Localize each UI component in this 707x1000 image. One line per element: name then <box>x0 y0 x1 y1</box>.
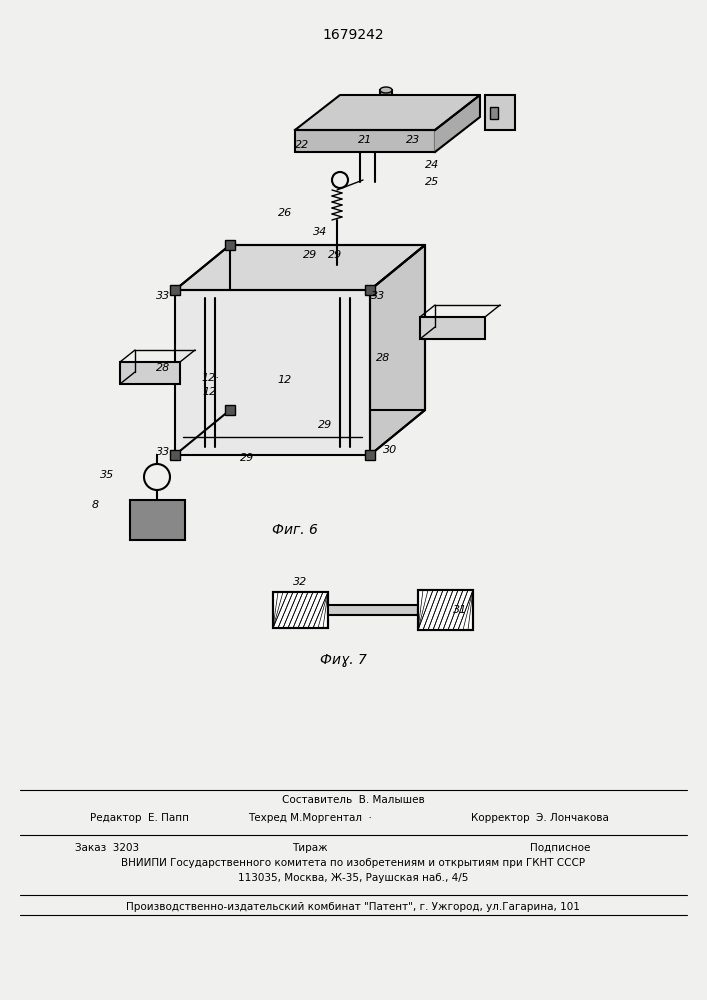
Text: 1679242: 1679242 <box>322 28 384 42</box>
Bar <box>365 450 375 460</box>
Text: 8: 8 <box>91 500 98 510</box>
Polygon shape <box>435 95 480 152</box>
Text: Фиг. 6: Фиг. 6 <box>272 523 318 537</box>
Text: 12: 12 <box>278 375 292 385</box>
Text: Заказ  3203: Заказ 3203 <box>75 843 139 853</box>
Text: ВНИИПИ Государственного комитета по изобретениям и открытиям при ГКНТ СССР: ВНИИПИ Государственного комитета по изоб… <box>121 858 585 868</box>
Bar <box>225 240 235 250</box>
Text: 31: 31 <box>453 605 467 615</box>
Text: 35: 35 <box>100 470 114 480</box>
Text: Редактор  Е. Папп: Редактор Е. Папп <box>90 813 189 823</box>
Bar <box>170 450 180 460</box>
Bar <box>120 362 180 384</box>
Text: 29: 29 <box>240 453 254 463</box>
Text: 34: 34 <box>313 227 327 237</box>
Bar <box>130 500 185 540</box>
Polygon shape <box>370 245 425 455</box>
Bar <box>230 245 425 410</box>
Ellipse shape <box>380 87 392 93</box>
Bar <box>490 107 498 119</box>
Text: 29: 29 <box>328 250 342 260</box>
Bar <box>485 95 515 130</box>
Text: Техред М.Моргентал  ·: Техред М.Моргентал · <box>248 813 372 823</box>
Bar <box>365 285 375 295</box>
Text: 12·: 12· <box>201 373 219 383</box>
Bar <box>295 130 435 152</box>
Bar <box>380 90 392 128</box>
Text: 25: 25 <box>425 177 439 187</box>
Text: 33: 33 <box>156 447 170 457</box>
Text: 29: 29 <box>303 250 317 260</box>
Text: 28: 28 <box>376 353 390 363</box>
Bar <box>328 605 418 615</box>
Bar <box>273 592 328 628</box>
Bar <box>170 285 180 295</box>
Bar <box>418 590 473 630</box>
Text: 30: 30 <box>383 445 397 455</box>
Text: 28: 28 <box>156 363 170 373</box>
Text: 21: 21 <box>358 135 372 145</box>
Bar <box>420 317 485 339</box>
Text: Тираж: Тираж <box>292 843 328 853</box>
Text: Составитель  В. Малышев: Составитель В. Малышев <box>281 795 424 805</box>
Text: 12: 12 <box>203 387 217 397</box>
Bar <box>175 290 370 455</box>
Text: 32: 32 <box>293 577 307 587</box>
Bar <box>273 592 328 628</box>
Text: 26: 26 <box>278 208 292 218</box>
Text: Фиɣ. 7: Фиɣ. 7 <box>320 653 366 667</box>
Polygon shape <box>175 245 425 290</box>
Polygon shape <box>295 95 480 130</box>
Text: 33: 33 <box>371 291 385 301</box>
Text: Производственно-издательский комбинат "Патент", г. Ужгород, ул.Гагарина, 101: Производственно-издательский комбинат "П… <box>126 902 580 912</box>
Text: 23: 23 <box>406 135 420 145</box>
Bar <box>418 590 473 630</box>
Bar <box>225 405 235 415</box>
Text: Подписное: Подписное <box>530 843 590 853</box>
Text: 33: 33 <box>156 291 170 301</box>
Text: 22: 22 <box>295 140 309 150</box>
Text: 24: 24 <box>425 160 439 170</box>
Text: Корректор  Э. Лончакова: Корректор Э. Лончакова <box>471 813 609 823</box>
Text: 29: 29 <box>318 420 332 430</box>
Text: 113035, Москва, Ж-35, Раушская наб., 4/5: 113035, Москва, Ж-35, Раушская наб., 4/5 <box>238 873 468 883</box>
